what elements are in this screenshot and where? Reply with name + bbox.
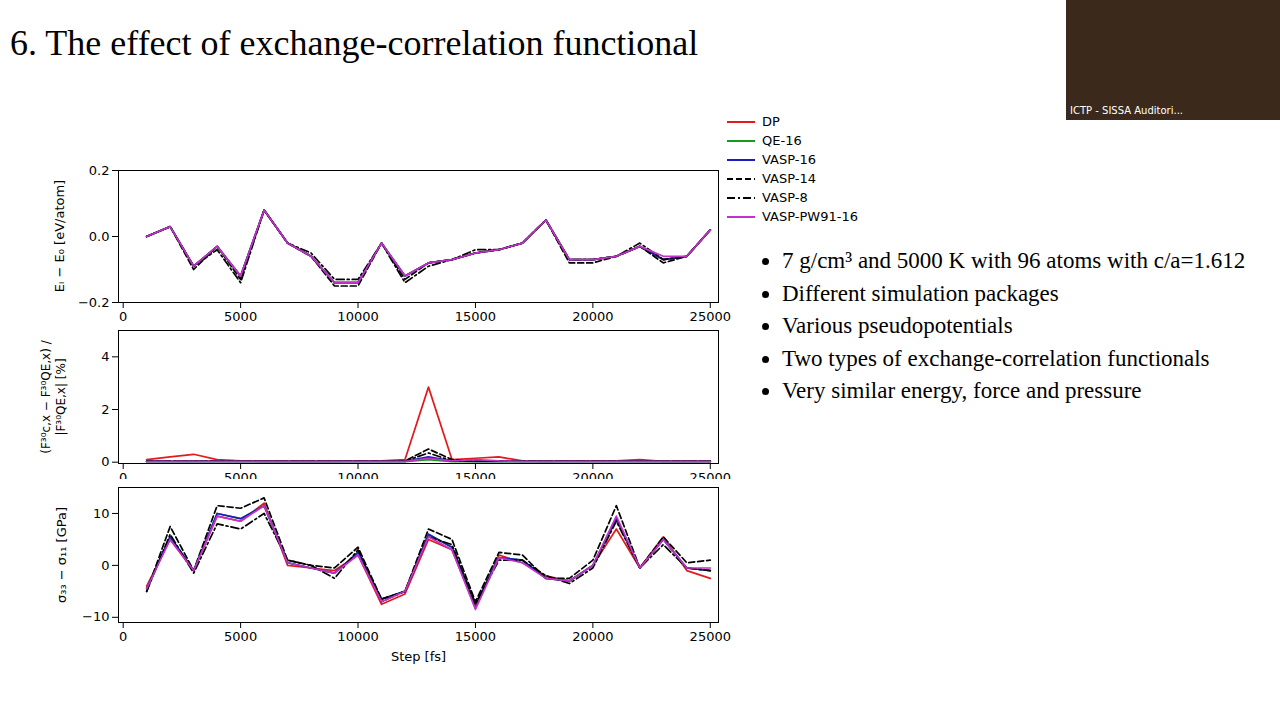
html-text:7 g/cm³ and 5000 K with 96 ato: 7 g/cm³ and 5000 K with 96 atoms with c/… bbox=[782, 248, 1246, 273]
html-text:VASP-PW91-16: VASP-PW91-16 bbox=[762, 209, 858, 224]
svg-text:0: 0 bbox=[119, 469, 128, 485]
svg-text:−10: −10 bbox=[82, 609, 109, 624]
svg-text:25000: 25000 bbox=[689, 469, 731, 485]
svg-text:Step [fs]: Step [fs] bbox=[391, 649, 446, 664]
html-text:VASP-14: VASP-14 bbox=[762, 171, 816, 186]
svg-text:0: 0 bbox=[101, 558, 109, 573]
html-text:ICTP - SISSA Auditori...: ICTP - SISSA Auditori... bbox=[1070, 105, 1183, 116]
html-text:6. The effect of exchange-corr: 6. The effect of exchange-correlation fu… bbox=[10, 23, 699, 63]
svg-text:15000: 15000 bbox=[454, 469, 497, 485]
svg-text:15000: 15000 bbox=[454, 308, 497, 324]
html-text:Very similar energy, force and: Very similar energy, force and pressure bbox=[782, 378, 1142, 404]
html-text:|F³⁰QE,x| [%]: |F³⁰QE,x| [%] bbox=[54, 357, 68, 436]
html-text:Eᵢ − E₀ [eV/atom]: Eᵢ − E₀ [eV/atom] bbox=[51, 179, 67, 293]
svg-text:0: 0 bbox=[119, 629, 127, 644]
svg-text:10000: 10000 bbox=[337, 308, 379, 324]
html-text:VASP-8: VASP-8 bbox=[762, 190, 808, 205]
svg-text:−0.2: −0.2 bbox=[78, 295, 110, 310]
svg-text:0.2: 0.2 bbox=[89, 163, 110, 178]
svg-text:20000: 20000 bbox=[572, 308, 614, 324]
html-text:σ₃₃ − σ₁₁ [GPa]: σ₃₃ − σ₁₁ [GPa] bbox=[53, 506, 69, 603]
svg-text:10000: 10000 bbox=[337, 629, 378, 644]
svg-text:20000: 20000 bbox=[572, 469, 614, 485]
svg-text:10000: 10000 bbox=[337, 469, 379, 485]
svg-text:2: 2 bbox=[101, 402, 109, 417]
html-text:Different simulation packages: Different simulation packages bbox=[782, 280, 1059, 306]
svg-text:5000: 5000 bbox=[224, 629, 257, 644]
svg-text:0: 0 bbox=[101, 454, 109, 469]
html-text:DP: DP bbox=[762, 114, 780, 129]
svg-text:25000: 25000 bbox=[689, 308, 731, 324]
svg-text:5000: 5000 bbox=[224, 308, 258, 324]
svg-text:20000: 20000 bbox=[572, 629, 613, 644]
svg-text:4: 4 bbox=[101, 349, 109, 364]
html-text:VASP-16: VASP-16 bbox=[762, 152, 816, 167]
html-text:QE-16: QE-16 bbox=[762, 133, 802, 148]
svg-text:0.0: 0.0 bbox=[89, 229, 110, 244]
html-text:Two types of exchange-correlat: Two types of exchange-correlation functi… bbox=[782, 345, 1210, 371]
svg-text:25000: 25000 bbox=[690, 629, 731, 644]
html-text:(F³⁰c,x − F³⁰QE,x) /: (F³⁰c,x − F³⁰QE,x) / bbox=[39, 339, 53, 454]
svg-text:10: 10 bbox=[93, 506, 110, 521]
svg-text:5000: 5000 bbox=[224, 469, 258, 485]
svg-text:0: 0 bbox=[119, 308, 128, 324]
svg-text:15000: 15000 bbox=[455, 629, 496, 644]
html-text:Various pseudopotentials: Various pseudopotentials bbox=[782, 313, 1013, 339]
